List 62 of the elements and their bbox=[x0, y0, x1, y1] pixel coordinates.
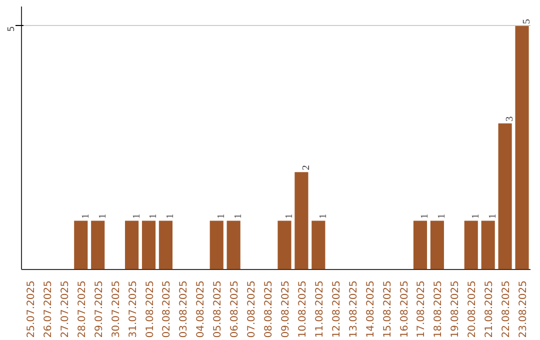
x-tick-label: 27.07.2025 bbox=[60, 280, 71, 338]
data-label: 1 bbox=[80, 214, 92, 219]
data-label: 1 bbox=[470, 214, 482, 219]
data-label: 1 bbox=[420, 214, 431, 219]
bar bbox=[481, 220, 495, 270]
bar bbox=[413, 220, 428, 270]
bar bbox=[278, 220, 292, 270]
bar bbox=[91, 220, 105, 270]
data-label: 1 bbox=[318, 214, 329, 219]
data-label: 2 bbox=[300, 165, 312, 170]
x-tick-label: 09.08.2025 bbox=[280, 280, 292, 338]
x-tick-label: 21.08.2025 bbox=[484, 280, 496, 338]
data-label: 1 bbox=[216, 214, 228, 219]
bar bbox=[294, 172, 308, 270]
x-tick-label: 17.08.2025 bbox=[416, 280, 428, 338]
data-label: 1 bbox=[97, 214, 108, 219]
x-tick-label: 08.08.2025 bbox=[264, 280, 275, 338]
bar bbox=[498, 123, 512, 270]
data-label: 5 bbox=[522, 18, 533, 24]
data-label: 1 bbox=[165, 214, 176, 219]
bar bbox=[226, 220, 240, 270]
x-tick-label: 22.08.2025 bbox=[501, 280, 512, 338]
x-tick-label: 06.08.2025 bbox=[230, 280, 241, 338]
data-label: 1 bbox=[436, 214, 448, 219]
x-tick-label: 01.08.2025 bbox=[144, 280, 156, 338]
x-tick-label: 04.08.2025 bbox=[196, 280, 207, 338]
x-tick-label: 18.08.2025 bbox=[433, 280, 444, 338]
x-tick-label: 25.07.2025 bbox=[26, 280, 37, 338]
bar bbox=[515, 26, 529, 270]
x-tick-label: 19.08.2025 bbox=[450, 280, 462, 338]
bar bbox=[430, 220, 444, 270]
x-tick-label: 03.08.2025 bbox=[178, 280, 190, 338]
x-tick-label: 20.08.2025 bbox=[467, 280, 478, 338]
bar bbox=[312, 220, 326, 270]
data-label: 1 bbox=[488, 214, 499, 219]
data-label: 1 bbox=[233, 214, 244, 219]
x-tick-label: 26.07.2025 bbox=[42, 280, 54, 338]
data-label: 1 bbox=[284, 214, 295, 219]
x-tick-label: 23.08.2025 bbox=[518, 280, 530, 338]
bar bbox=[124, 220, 139, 270]
bar bbox=[142, 220, 156, 270]
x-tick-label: 28.07.2025 bbox=[76, 280, 88, 338]
x-tick-label: 05.08.2025 bbox=[212, 280, 224, 338]
bar bbox=[158, 220, 173, 270]
x-tick-label: 31.07.2025 bbox=[128, 280, 139, 338]
x-tick-label: 14.08.2025 bbox=[365, 280, 376, 338]
x-tick-label: 12.08.2025 bbox=[331, 280, 342, 338]
x-tick-label: 29.07.2025 bbox=[94, 280, 105, 338]
data-label: 1 bbox=[131, 214, 142, 219]
data-label: 3 bbox=[504, 116, 516, 122]
x-tick-label: 11.08.2025 bbox=[314, 280, 326, 338]
x-tick-label: 30.07.2025 bbox=[110, 280, 122, 338]
x-tick-label: 10.08.2025 bbox=[297, 280, 308, 338]
x-tick-label: 15.08.2025 bbox=[382, 280, 394, 338]
data-label: 1 bbox=[148, 214, 160, 219]
bar bbox=[74, 220, 88, 270]
x-tick-label: 07.08.2025 bbox=[246, 280, 258, 338]
x-tick-label: 02.08.2025 bbox=[162, 280, 173, 338]
x-tick-label: 13.08.2025 bbox=[348, 280, 360, 338]
bar bbox=[210, 220, 224, 270]
x-tick-label: 16.08.2025 bbox=[399, 280, 410, 338]
bar bbox=[464, 220, 478, 270]
